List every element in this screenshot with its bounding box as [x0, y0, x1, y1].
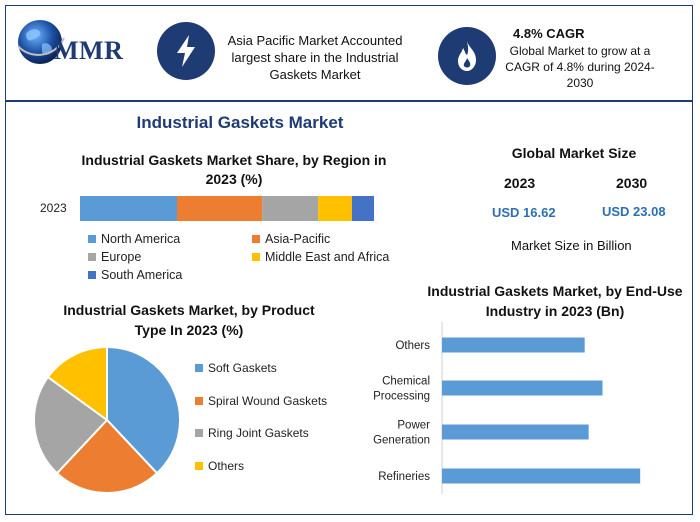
- lightning-bolt-icon: [177, 35, 195, 67]
- legend-swatch: [195, 429, 203, 437]
- enduse-bar-refineries: [442, 468, 641, 484]
- legend-swatch: [88, 235, 96, 243]
- market-size-year-2023: 2023: [504, 175, 536, 191]
- legend-label: Asia-Pacific: [265, 232, 331, 246]
- cagr-title: 4.8% CAGR: [513, 26, 585, 41]
- region-category-label: 2023: [40, 201, 67, 215]
- region-bar-south-america: [351, 196, 374, 221]
- region-bar-middle-east-and-africa: [318, 196, 352, 221]
- product-legend-item-spiral-wound-gaskets: Spiral Wound Gaskets: [195, 394, 327, 408]
- legend-swatch: [195, 364, 203, 372]
- info1-badge: [157, 22, 215, 80]
- product-legend-item-others: Others: [195, 459, 244, 473]
- header-divider: [5, 100, 693, 102]
- product-chart-title: Industrial Gaskets Market, by Product Ty…: [63, 302, 315, 338]
- region-bar-europe: [262, 196, 319, 221]
- product-legend-item-soft-gaskets: Soft Gaskets: [195, 361, 277, 375]
- legend-label: Spiral Wound Gaskets: [208, 393, 328, 408]
- region-bar-asia-pacific: [177, 196, 263, 221]
- enduse-bar-chart: Others Chemical Processing Power Generation R…: [373, 322, 641, 494]
- legend-swatch: [88, 253, 96, 261]
- cagr-text: Global Market to grow at a CAGR of 4.8% …: [505, 44, 655, 90]
- info2-badge: [438, 27, 496, 85]
- pie-slice-others: [46, 345, 108, 422]
- legend-label: Soft Gaskets: [208, 361, 277, 375]
- market-size-title: Global Market Size: [511, 145, 637, 161]
- logo-text: MMR: [54, 36, 124, 65]
- pie-slice-ring-joint-gaskets: [33, 375, 109, 475]
- enduse-label-chemical-processing: Chemical Processing: [373, 376, 430, 403]
- region-legend-item-south-america: South America: [88, 268, 182, 282]
- legend-swatch: [88, 271, 96, 279]
- legend-label: Ring Joint Gaskets: [208, 426, 309, 440]
- legend-swatch: [252, 235, 260, 243]
- pie-slice-soft-gaskets: [106, 345, 181, 475]
- legend-label: Europe: [101, 250, 142, 264]
- enduse-label-refineries: Refineries: [378, 471, 430, 483]
- market-size-note: Market Size in Billion: [511, 238, 632, 253]
- product-legend-item-ring-joint-gaskets: Ring Joint Gaskets: [195, 426, 309, 440]
- region-legend-item-north-america: North America: [88, 232, 180, 246]
- globe-icon: [17, 20, 65, 64]
- product-pie-chart: [33, 345, 181, 494]
- market-size-note-text: Market Size in Billion: [511, 238, 632, 253]
- market-size-value-2030: USD 23.08: [602, 204, 666, 219]
- logo: MMR: [14, 14, 144, 74]
- enduse-label-power-generation: Power Generation: [373, 420, 430, 447]
- legend-swatch: [195, 461, 203, 470]
- region-legend-item-middle-east-and-africa: Middle East and Africa: [252, 250, 389, 264]
- legend-label: Others: [208, 458, 245, 473]
- market-size-value-2023: USD 16.62: [492, 205, 556, 220]
- region-chart-title: Industrial Gaskets Market Share, by Regi…: [81, 152, 387, 187]
- legend-swatch: [195, 396, 203, 405]
- main-title: Industrial Gaskets Market: [136, 113, 344, 132]
- region-bar-north-america: [80, 196, 178, 221]
- pie-slice-spiral-wound-gaskets: [55, 418, 159, 494]
- market-size-year-2030: 2030: [616, 175, 648, 191]
- enduse-bar-others: [442, 337, 585, 353]
- legend-label: South America: [101, 268, 183, 282]
- enduse-chart-title: Industrial Gaskets Market, by End-Use In…: [427, 283, 683, 319]
- legend-label: North America: [101, 232, 181, 246]
- enduse-bar-power-generation: [442, 424, 589, 440]
- info1-text: Asia Pacific Market Accounted largest sh…: [227, 33, 403, 82]
- enduse-label-others: Others: [395, 340, 430, 352]
- enduse-bar-chemical-processing: [442, 380, 603, 396]
- region-legend-item-europe: Europe: [88, 250, 141, 264]
- region-legend-item-asia-pacific: Asia-Pacific: [252, 232, 330, 246]
- legend-swatch: [252, 253, 260, 261]
- legend-label: Middle East and Africa: [265, 250, 390, 264]
- region-stacked-bar-chart: 2023: [40, 196, 374, 221]
- flame-icon: [458, 41, 476, 71]
- outer-frame: [5, 5, 693, 515]
